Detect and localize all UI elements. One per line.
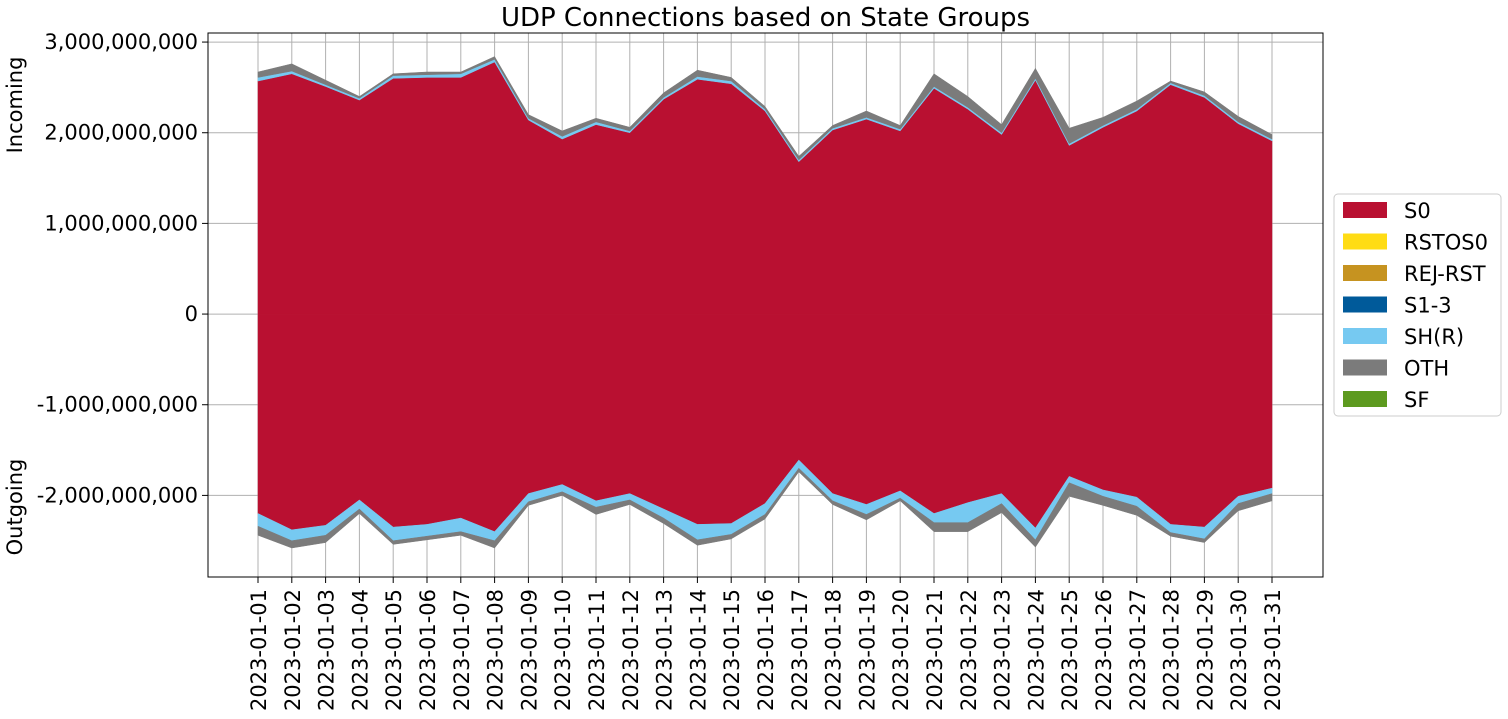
x-tick-label: 2023-01-06 (416, 589, 440, 711)
y-axis-label-incoming: Incoming (3, 57, 27, 154)
legend-label: S0 (1404, 199, 1431, 223)
x-tick-label: 2023-01-04 (348, 589, 372, 711)
legend-label: RSTOS0 (1404, 231, 1488, 255)
area-oth-incoming (257, 56, 1273, 161)
x-tick-label: 2023-01-22 (957, 589, 981, 711)
x-tick-label: 2023-01-02 (281, 589, 305, 711)
x-tick-label: 2023-01-07 (450, 589, 474, 711)
legend-swatch (1343, 359, 1387, 376)
x-tick-label: 2023-01-13 (653, 589, 677, 711)
legend-label: REJ-RST (1404, 262, 1486, 286)
x-tick-label: 2023-01-30 (1227, 589, 1251, 711)
x-tick-label: 2023-01-05 (382, 589, 406, 711)
y-tick-label: 3,000,000,000 (44, 30, 198, 54)
x-tick-label: 2023-01-03 (315, 589, 339, 711)
area-series (257, 56, 1273, 549)
y-axis: 3,000,000,000 2,000,000,000 1,000,000,000 0… (37, 30, 208, 507)
x-tick-label: 2023-01-09 (517, 589, 541, 711)
y-tick-label: 0 (185, 302, 198, 326)
x-tick-label: 2023-01-25 (1058, 589, 1082, 711)
legend-swatch (1343, 265, 1387, 281)
chart-title: UDP Connections based on State Groups (501, 3, 1030, 33)
x-tick-label: 2023-01-17 (788, 589, 812, 711)
legend-label: OTH (1404, 357, 1449, 381)
y-tick-label: -1,000,000,000 (37, 393, 198, 417)
legend: S0 RSTOS0 REJ-RST S1-3 SH(R) OTH SF (1333, 193, 1502, 417)
x-tick-label: 2023-01-12 (619, 589, 643, 711)
legend-swatch (1343, 233, 1387, 250)
legend-swatch (1343, 391, 1387, 407)
y-axis-label-outgoing: Outgoing (3, 459, 27, 556)
x-tick-label: 2023-01-14 (686, 589, 710, 711)
x-tick-label: 2023-01-24 (1024, 589, 1048, 711)
legend-label: SF (1404, 388, 1429, 412)
x-tick-label: 2023-01-29 (1193, 589, 1217, 711)
x-tick-label: 2023-01-21 (923, 589, 947, 711)
x-tick-label: 2023-01-27 (1126, 589, 1150, 711)
x-tick-label: 2023-01-16 (754, 589, 778, 711)
x-tick-label: 2023-01-26 (1092, 589, 1116, 711)
y-tick-label: 2,000,000,000 (44, 121, 198, 145)
legend-label: SH(R) (1404, 325, 1464, 349)
legend-swatch (1343, 202, 1387, 218)
x-tick-label: 2023-01-19 (855, 589, 879, 711)
y-tick-label: 1,000,000,000 (44, 211, 198, 235)
y-tick-label: -2,000,000,000 (37, 483, 198, 507)
legend-swatch (1343, 296, 1387, 313)
x-tick-label: 2023-01-10 (551, 589, 575, 711)
area-oth-outgoing (257, 467, 1273, 549)
x-tick-label: 2023-01-08 (484, 589, 508, 711)
x-tick-label: 2023-01-01 (247, 589, 271, 711)
x-tick-label: 2023-01-15 (720, 589, 744, 711)
legend-label: S1-3 (1404, 294, 1452, 318)
x-tick-label: 2023-01-20 (889, 589, 913, 711)
x-tick-label: 2023-01-18 (822, 589, 846, 711)
x-axis: 2023-01-01 2023-01-02 2023-01-03 2023-01-04… (247, 577, 1285, 711)
x-tick-label: 2023-01-11 (585, 589, 609, 711)
x-tick-label: 2023-01-23 (991, 589, 1015, 711)
legend-swatch (1343, 328, 1387, 344)
x-tick-label: 2023-01-31 (1261, 589, 1285, 711)
x-tick-label: 2023-01-28 (1160, 589, 1184, 711)
